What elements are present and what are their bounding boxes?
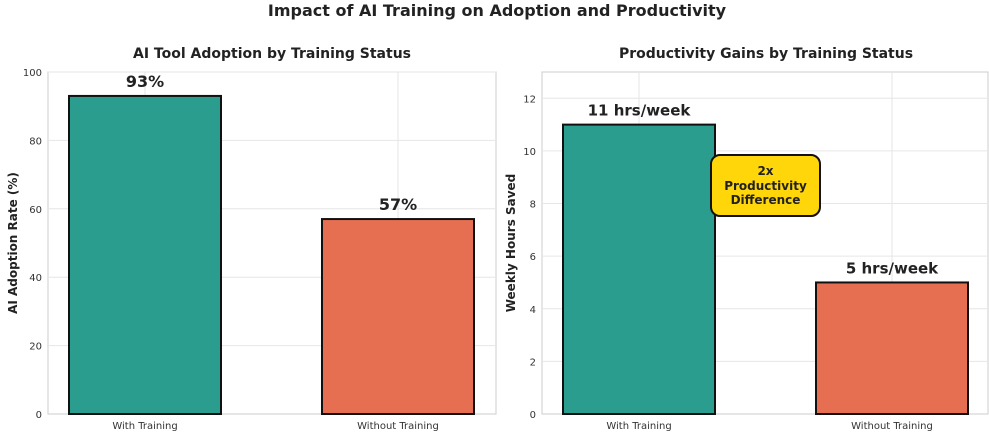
productivity-y-tick-label: 12 <box>523 94 536 105</box>
productivity-x-ticks: With Training Without Training <box>606 421 933 432</box>
productivity-value-label: 5 hrs/week <box>846 259 939 277</box>
adoption-y-axis-label: AI Adoption Rate (%) <box>6 172 20 314</box>
adoption-value-label: 93% <box>126 72 164 91</box>
productivity-y-axis-label: Weekly Hours Saved <box>504 174 518 313</box>
adoption-bars <box>68 94 475 415</box>
productivity-x-tick-label: Without Training <box>851 421 933 432</box>
adoption-x-tick-label: Without Training <box>357 421 439 432</box>
annotation-line-2: Productivity <box>724 179 807 193</box>
productivity-value-label: 11 hrs/week <box>588 102 692 120</box>
adoption-y-tick-label: 60 <box>29 205 42 216</box>
productivity-y-tick-label: 8 <box>530 200 536 211</box>
productivity-chart: Productivity Gains by Training Status 0 2… <box>504 46 989 432</box>
adoption-x-ticks: With Training Without Training <box>112 421 439 432</box>
adoption-y-tick-label: 80 <box>29 136 42 147</box>
adoption-chart: AI Tool Adoption by Training Status 0 20 4… <box>6 46 497 432</box>
annotation-line-1: 2x <box>757 164 773 178</box>
adoption-bar-with-training <box>68 94 222 415</box>
productivity-y-tick-label: 6 <box>530 252 536 263</box>
productivity-y-tick-label: 10 <box>523 147 536 158</box>
productivity-y-tick-label: 4 <box>530 305 536 316</box>
adoption-y-tick-label: 100 <box>23 68 42 79</box>
adoption-value-label: 57% <box>379 195 417 214</box>
adoption-value-labels: 93% 57% <box>126 72 417 214</box>
productivity-x-tick-label: With Training <box>606 421 671 432</box>
annotation-line-3: Difference <box>731 193 801 207</box>
productivity-y-ticks: 0 2 4 6 8 10 12 <box>523 94 536 421</box>
figure-title: Impact of AI Training on Adoption and Pr… <box>268 1 727 20</box>
productivity-value-labels: 11 hrs/week 5 hrs/week <box>588 102 940 278</box>
annotation-box <box>710 154 821 217</box>
productivity-y-tick-label: 0 <box>530 410 536 421</box>
productivity-bar-without-training <box>815 281 969 416</box>
adoption-y-ticks: 0 20 40 60 80 100 <box>23 68 42 421</box>
productivity-bar-with-training <box>562 123 716 415</box>
productivity-bars <box>562 123 969 416</box>
adoption-y-tick-label: 40 <box>29 273 42 284</box>
adoption-x-tick-label: With Training <box>112 421 177 432</box>
adoption-y-tick-label: 20 <box>29 342 42 353</box>
productivity-y-tick-label: 2 <box>530 357 536 368</box>
productivity-annotation: 2x Productivity Difference <box>710 154 821 217</box>
adoption-bar-without-training <box>321 218 475 415</box>
productivity-chart-title: Productivity Gains by Training Status <box>619 46 913 62</box>
adoption-y-tick-label: 0 <box>36 410 42 421</box>
adoption-chart-title: AI Tool Adoption by Training Status <box>133 46 411 62</box>
